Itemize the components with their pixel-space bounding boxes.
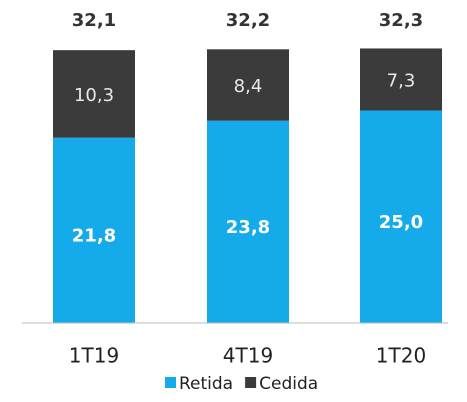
legend-swatch [245, 377, 257, 388]
value-label: 23,8 [226, 217, 270, 238]
x-tick-label: 1T19 [69, 344, 119, 368]
legend-label: Cedida [259, 374, 318, 394]
total-label: 32,1 [72, 10, 116, 31]
legend-label: Retida [179, 374, 233, 394]
total-label: 32,3 [379, 10, 423, 31]
bar-segment [53, 137, 135, 323]
value-label: 10,3 [74, 85, 114, 106]
bar-segment [207, 49, 289, 121]
value-label: 25,0 [379, 212, 423, 233]
x-tick-label: 4T19 [223, 344, 273, 368]
x-tick-label: 1T20 [376, 344, 426, 368]
bar-segment [360, 48, 442, 111]
bar-segment [360, 110, 442, 323]
bar-segment [207, 120, 289, 323]
value-label: 21,8 [72, 225, 116, 246]
bar-segment [53, 50, 135, 138]
value-label: 8,4 [234, 76, 263, 97]
value-label: 7,3 [387, 70, 416, 91]
total-label: 32,2 [226, 10, 270, 31]
legend-swatch [165, 377, 176, 388]
